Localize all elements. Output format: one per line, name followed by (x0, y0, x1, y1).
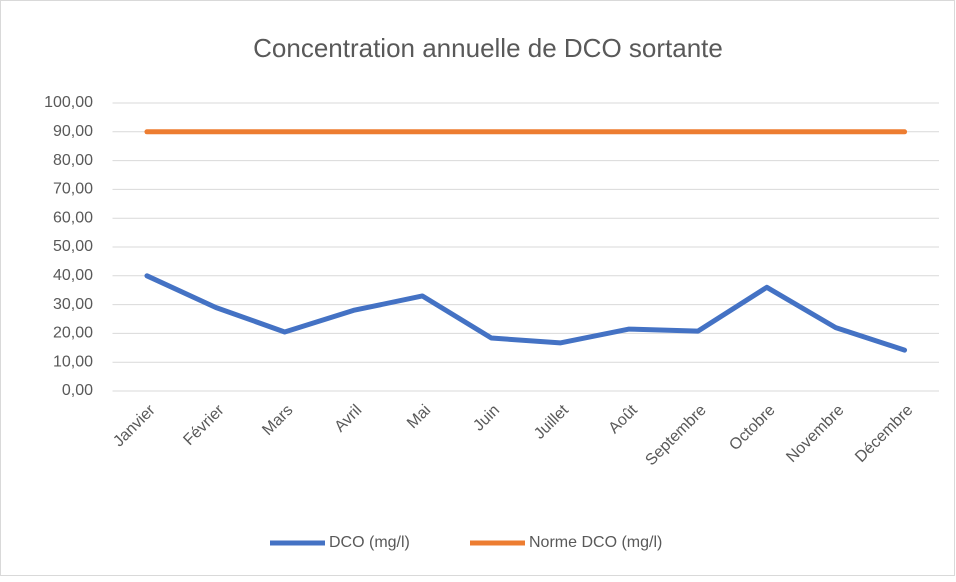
y-tick-label: 30,00 (53, 296, 93, 313)
y-tick-label: 70,00 (53, 181, 93, 198)
y-tick-label: 20,00 (53, 325, 93, 342)
chart-title: Concentration annuelle de DCO sortante (253, 33, 723, 63)
y-tick-label: 90,00 (53, 123, 93, 140)
legend-label: Norme DCO (mg/l) (529, 534, 662, 551)
y-tick-label: 80,00 (53, 152, 93, 169)
y-tick-label: 0,00 (62, 382, 93, 399)
y-tick-label: 100,00 (44, 94, 93, 111)
y-tick-label: 60,00 (53, 209, 93, 226)
series-line (144, 273, 908, 353)
y-tick-label: 10,00 (53, 353, 93, 370)
y-tick-label: 50,00 (53, 238, 93, 255)
legend-label: DCO (mg/l) (329, 534, 410, 551)
y-tick-label: 40,00 (53, 267, 93, 284)
